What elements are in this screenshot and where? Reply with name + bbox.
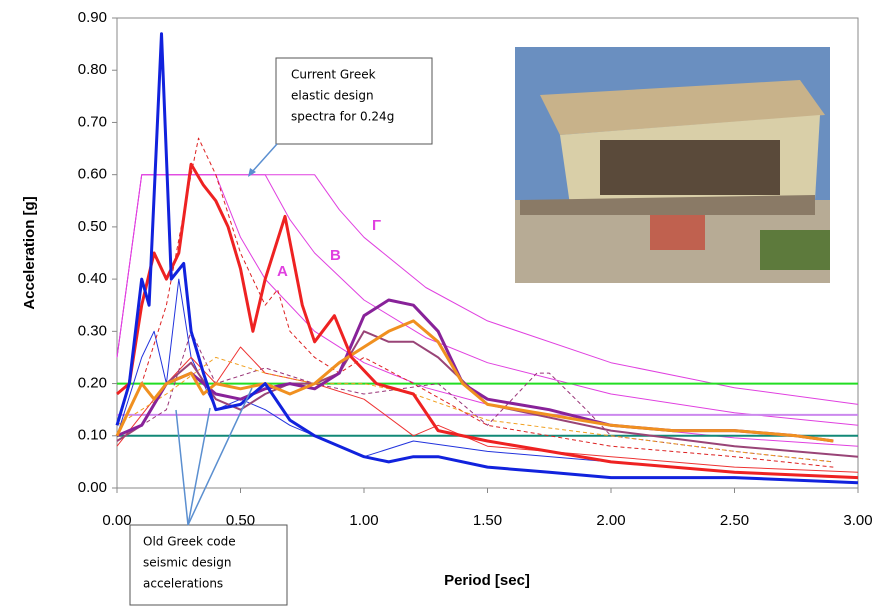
chart: Acceleration [g] Period [sec] 0.00 0.10 0.… [0, 0, 881, 607]
x-tick-label: 1.50 [473, 512, 502, 529]
annotation-box [130, 388, 287, 605]
x-tick-label: 3.00 [843, 512, 872, 529]
annotation-text: Current Greek [291, 68, 376, 82]
x-tick-label: 2.00 [596, 512, 625, 529]
series-line [117, 321, 833, 441]
y-tick-label: 0.00 [78, 479, 107, 496]
annotation-text: accelerations [143, 577, 223, 591]
y-tick-label: 0.30 [78, 322, 107, 339]
spectrum-label: B [330, 247, 341, 264]
annotation-text: elastic design [291, 89, 374, 103]
annotation-text: seismic design [143, 556, 231, 570]
x-tick-label: 1.00 [349, 512, 378, 529]
y-tick-label: 0.50 [78, 218, 107, 235]
y-tick-label: 0.70 [78, 113, 107, 130]
y-tick-label: 0.60 [78, 166, 107, 183]
y-tick-label: 0.90 [78, 9, 107, 26]
spectrum-label: Γ [372, 217, 381, 234]
y-tick-label: 0.40 [78, 270, 107, 287]
x-axis-label: Period [sec] [444, 572, 530, 589]
annotation-text: Old Greek code [143, 535, 236, 549]
y-tick-label: 0.10 [78, 427, 107, 444]
x-tick-label: 2.50 [720, 512, 749, 529]
spectrum-label: A [277, 263, 288, 280]
annotation-text: spectra for 0.24g [291, 110, 394, 124]
y-tick-label: 0.20 [78, 375, 107, 392]
y-tick-label: 0.80 [78, 61, 107, 78]
series-line [117, 347, 858, 472]
photo [515, 47, 830, 283]
y-axis-label: Acceleration [g] [21, 196, 38, 309]
x-tick-label: 0.00 [102, 512, 131, 529]
